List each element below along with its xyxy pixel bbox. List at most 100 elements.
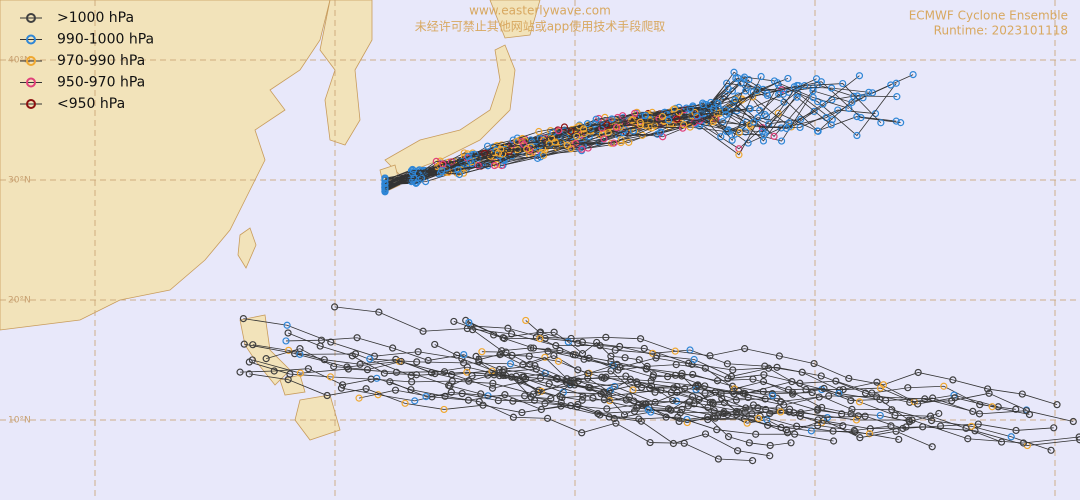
- track-point: [729, 366, 737, 374]
- track-point: [547, 395, 555, 403]
- track-point: [641, 122, 650, 130]
- track-point: [877, 119, 885, 127]
- track-point: [904, 384, 912, 392]
- track-point: [759, 387, 767, 396]
- track-point: [839, 385, 847, 394]
- track-point: [706, 352, 714, 360]
- track-point: [988, 403, 996, 411]
- track-point: [797, 409, 805, 417]
- track-point: [730, 390, 738, 398]
- track-line: [481, 351, 842, 415]
- track-point: [541, 353, 549, 361]
- track-point: [557, 402, 565, 410]
- track-point: [788, 388, 797, 396]
- track-point: [825, 392, 833, 400]
- track-point: [411, 397, 419, 405]
- track-point: [540, 151, 548, 159]
- legend-marker: [26, 34, 36, 45]
- track-point: [317, 336, 326, 344]
- track-point: [468, 372, 476, 380]
- track-point: [337, 384, 346, 392]
- track-point: [835, 386, 844, 394]
- track-point: [845, 374, 853, 383]
- title: ECMWF Cyclone Ensemble: [909, 9, 1068, 23]
- track-point: [490, 371, 498, 379]
- track-point: [857, 114, 865, 122]
- track-point: [600, 135, 608, 143]
- track-point: [861, 389, 870, 397]
- track-point: [730, 68, 738, 76]
- track-point: [855, 72, 864, 80]
- track-point: [578, 145, 586, 153]
- track-point: [563, 141, 572, 150]
- track-point: [782, 124, 791, 133]
- track-point: [682, 104, 690, 112]
- track-point: [765, 364, 773, 372]
- track-point: [509, 397, 517, 405]
- track-point: [501, 391, 509, 399]
- legend-label: 950-970 hPa: [57, 75, 145, 91]
- track-point: [564, 338, 572, 346]
- track-point: [642, 365, 650, 373]
- track-point: [1022, 407, 1030, 415]
- track-point: [541, 399, 549, 407]
- track-point: [607, 357, 615, 365]
- track-point: [796, 412, 804, 420]
- track-point: [578, 396, 586, 404]
- track-point: [459, 359, 468, 367]
- track-point: [488, 384, 497, 392]
- track-point: [655, 114, 663, 122]
- track-point: [521, 392, 529, 400]
- track-point: [270, 367, 278, 375]
- track-point: [535, 127, 543, 136]
- track-line: [287, 332, 770, 457]
- track-point: [779, 90, 787, 98]
- track-point: [757, 72, 765, 81]
- track-point: [909, 70, 917, 79]
- track-point: [296, 345, 304, 353]
- track-point: [504, 324, 512, 332]
- track-point: [709, 398, 717, 406]
- track-point: [839, 79, 847, 88]
- track-point: [304, 365, 312, 373]
- track-point: [239, 314, 248, 323]
- track-point: [670, 384, 678, 392]
- track-point: [787, 439, 795, 447]
- track-point: [611, 346, 619, 354]
- track-point: [1047, 446, 1055, 454]
- track-point: [641, 112, 649, 120]
- track-point: [754, 114, 762, 122]
- track-point: [545, 380, 553, 388]
- track-point: [579, 125, 588, 133]
- track-line: [249, 373, 834, 442]
- track-line: [434, 344, 766, 400]
- track-point: [498, 347, 506, 355]
- track-point: [819, 100, 827, 108]
- track-point: [723, 360, 732, 368]
- track-point: [236, 368, 244, 376]
- track-point: [608, 115, 616, 123]
- track-point: [574, 339, 582, 347]
- track-point: [579, 392, 587, 400]
- track-point: [699, 101, 707, 109]
- track-point: [664, 116, 673, 124]
- track-line: [468, 322, 1002, 443]
- track-point: [527, 344, 535, 352]
- track-point: [720, 409, 728, 418]
- legend-label: 990-1000 hPa: [57, 32, 154, 48]
- track-point: [603, 121, 611, 129]
- track-point: [1012, 405, 1020, 413]
- track-point: [865, 88, 873, 96]
- track-point: [686, 123, 694, 131]
- track-point: [566, 381, 574, 389]
- track-point: [593, 338, 601, 347]
- track-point: [338, 381, 347, 389]
- track-point: [793, 93, 801, 101]
- track-point: [455, 170, 464, 179]
- track-point: [827, 121, 835, 129]
- track-point: [500, 334, 508, 343]
- track-line: [252, 359, 973, 412]
- track-point: [348, 352, 356, 360]
- track-point: [526, 360, 534, 368]
- track-point: [735, 151, 743, 159]
